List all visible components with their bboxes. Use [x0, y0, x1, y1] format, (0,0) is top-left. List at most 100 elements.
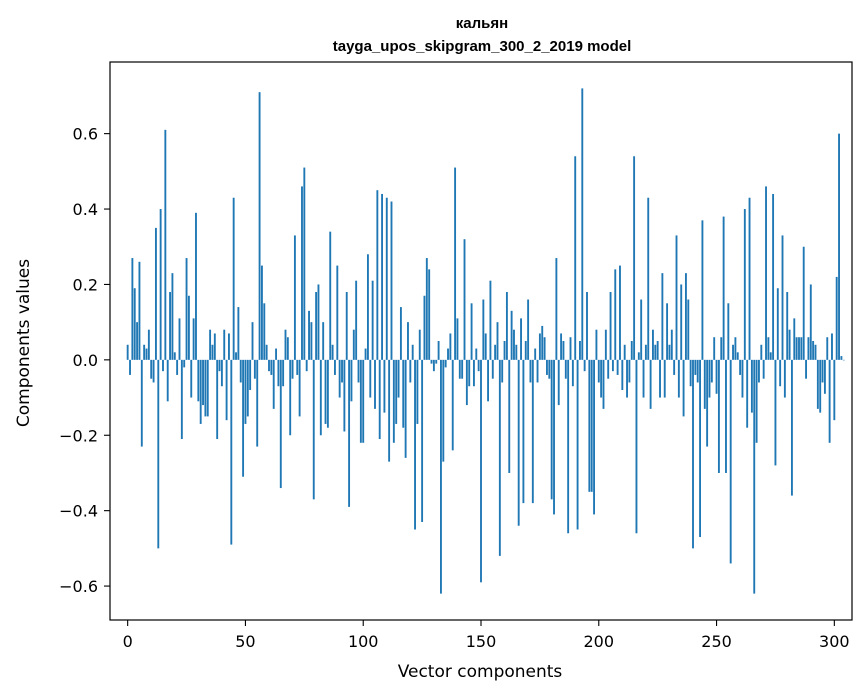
bar — [437, 341, 440, 360]
bar — [296, 359, 299, 375]
bar — [750, 359, 753, 413]
bar — [590, 359, 593, 492]
bar — [336, 265, 339, 360]
bar — [284, 329, 287, 360]
bar — [581, 88, 584, 360]
plot-frame — [109, 61, 853, 621]
bar — [374, 359, 376, 409]
bar — [218, 359, 221, 372]
bar — [517, 359, 520, 526]
bar — [783, 359, 786, 398]
bar — [329, 231, 332, 360]
bar — [319, 359, 322, 436]
bar — [684, 273, 687, 360]
bar — [489, 280, 492, 360]
bar — [376, 190, 379, 360]
bar — [626, 359, 628, 398]
bar — [692, 359, 694, 549]
bar — [301, 186, 303, 360]
bar — [263, 303, 266, 360]
bar — [727, 303, 730, 360]
bar — [798, 337, 800, 360]
bar — [503, 341, 506, 360]
bar — [430, 359, 433, 364]
bar — [703, 359, 706, 409]
bar — [569, 337, 572, 360]
bar — [838, 133, 840, 360]
bar — [251, 322, 254, 360]
bar — [154, 227, 157, 360]
bar — [416, 359, 419, 424]
bar — [176, 359, 179, 375]
bar — [173, 352, 176, 360]
bar — [491, 359, 494, 379]
bar — [187, 295, 190, 360]
x-tick-label: 250 — [701, 632, 732, 651]
bar — [630, 341, 633, 360]
bar — [802, 246, 805, 360]
bar — [260, 265, 263, 360]
bar — [670, 329, 673, 360]
bar — [147, 329, 150, 360]
bar — [411, 344, 414, 360]
bar — [169, 291, 171, 360]
bar — [213, 333, 216, 360]
bar — [732, 344, 734, 360]
bar — [428, 269, 431, 360]
bar — [345, 291, 348, 360]
bar — [178, 318, 181, 360]
bar — [602, 359, 605, 409]
bar — [399, 307, 402, 360]
bar — [484, 333, 487, 360]
bar — [710, 359, 713, 383]
bar — [230, 359, 233, 545]
bar — [272, 359, 275, 409]
bar — [265, 344, 268, 360]
y-tick-label: −0.6 — [59, 577, 98, 596]
bar — [583, 359, 586, 372]
bar — [447, 348, 449, 360]
x-tick-label: 50 — [235, 632, 255, 651]
bar — [746, 359, 749, 428]
bar — [298, 359, 301, 417]
bar — [649, 359, 652, 409]
bar — [150, 359, 153, 379]
bar — [788, 329, 791, 360]
bar — [470, 303, 473, 360]
bar — [317, 284, 320, 360]
bar — [682, 359, 685, 417]
bar — [536, 359, 539, 383]
bar — [611, 359, 614, 372]
bar — [793, 318, 796, 360]
bar — [501, 359, 504, 383]
bar — [454, 167, 457, 360]
bar — [781, 235, 784, 360]
bar — [663, 359, 666, 398]
bar — [515, 344, 518, 360]
bar — [831, 333, 833, 360]
bar — [807, 337, 810, 360]
bar — [640, 299, 643, 360]
bar — [513, 329, 515, 360]
bar — [324, 359, 327, 424]
bar — [607, 359, 610, 379]
bar — [289, 359, 292, 436]
bar — [743, 209, 746, 360]
bar — [642, 359, 645, 398]
bar — [821, 359, 824, 383]
bar — [456, 318, 459, 360]
bar — [157, 359, 160, 549]
bar — [600, 359, 603, 398]
bar — [270, 359, 273, 375]
bar — [835, 276, 838, 360]
bar — [593, 359, 595, 515]
bar — [355, 280, 358, 360]
bar — [397, 359, 400, 398]
bar — [661, 273, 664, 360]
y-axis-ticks: −0.6 −0.4 −0.2 0.0 0.2 0.4 0.6 — [59, 125, 110, 596]
bar — [305, 359, 308, 372]
bar — [291, 359, 294, 379]
bar — [755, 359, 758, 443]
bar — [164, 129, 167, 360]
bar — [498, 359, 501, 556]
